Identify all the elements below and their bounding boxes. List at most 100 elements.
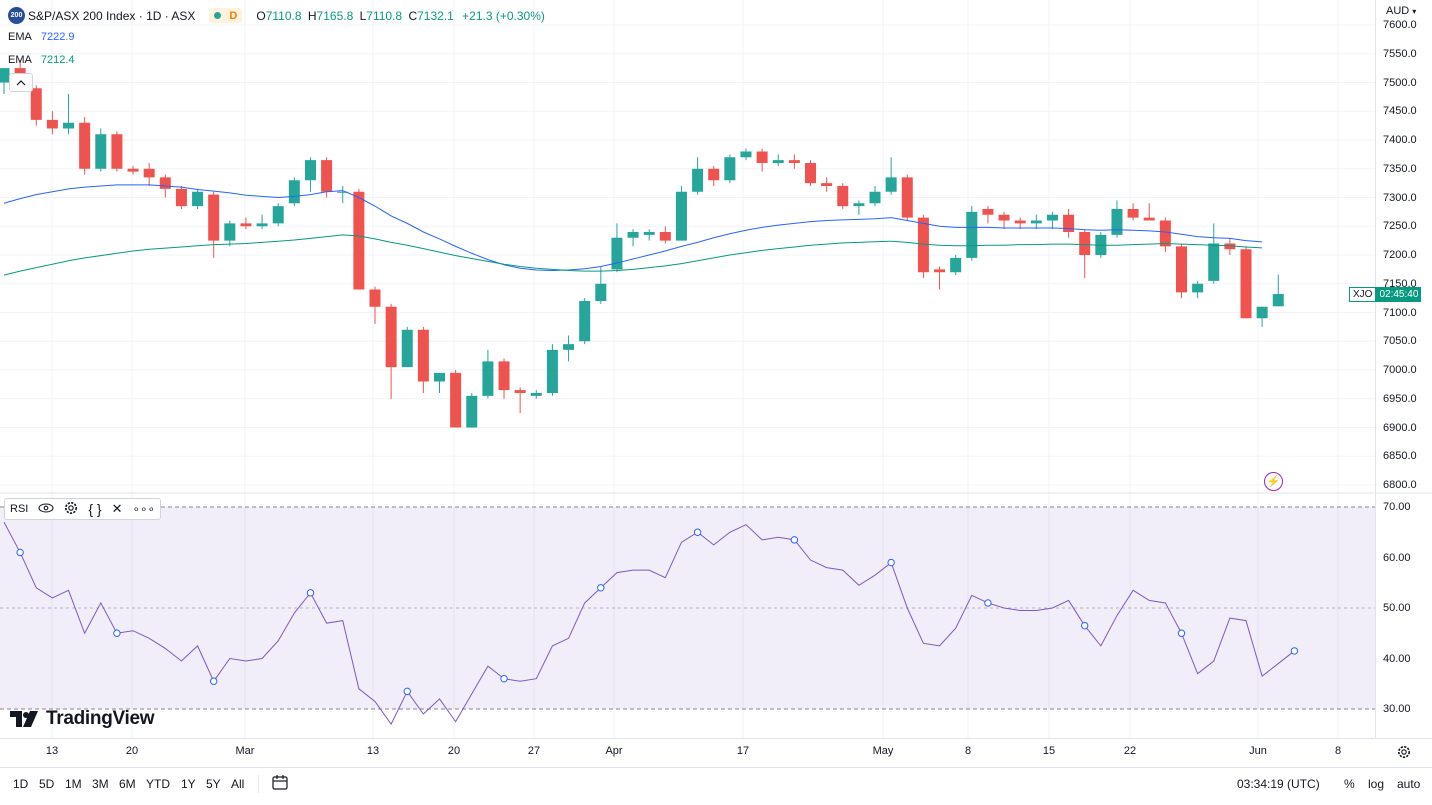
rsi-marker [209,677,218,685]
range-button-3m[interactable]: 3M [92,777,109,791]
candle-body [692,168,704,192]
candle-body [159,177,171,189]
percent-scale-toggle[interactable]: % [1344,777,1355,791]
close-label: C [408,8,418,23]
log-scale-toggle[interactable]: log [1368,777,1385,791]
candle-body [208,194,220,241]
range-button-5y[interactable]: 5Y [206,777,221,791]
rsi-marker [500,675,508,683]
market-status-badge[interactable]: D [209,8,243,23]
ema-slow-legend[interactable]: EMA 7212.4 [8,54,75,66]
candle-body [1063,214,1075,232]
candle-body [1030,220,1042,224]
utc-clock[interactable]: 03:34:19 (UTC) [1237,777,1320,791]
candle-body [304,160,316,181]
time-tick-label: May [872,745,894,757]
chevron-up-icon [16,79,26,85]
candle-body [321,160,333,192]
date-range-button[interactable] [270,774,290,795]
ema-fast-legend[interactable]: EMA 7222.9 [8,31,75,43]
currency-selector[interactable]: AUD ▾ [1386,5,1416,17]
candle-body [595,283,607,301]
auto-scale-toggle[interactable]: auto [1397,777,1421,791]
candle-body [450,372,462,428]
range-button-1y[interactable]: 1Y [181,777,196,791]
candle-body [1127,209,1139,218]
interval-badge-letter: D [229,9,238,22]
price-tick-label: 6900.0 [1383,421,1417,434]
candle-body [837,186,849,207]
candle-body [1224,243,1236,250]
candle-body [788,160,800,163]
symbol-title[interactable]: S&P/ASX 200 Index · 1D · ASX [28,8,196,23]
candle-body [30,88,42,120]
candle-body [353,191,365,290]
change-value: +21.3 (+0.30%) [462,8,545,23]
candle-body [385,306,397,368]
time-tick-label: 27 [527,745,541,757]
candle-body [772,160,784,163]
rsi-marker [1177,629,1186,637]
currency-label: AUD [1386,5,1410,17]
open-label: O [256,8,266,23]
rsi-tick-label: 40.00 [1383,652,1411,665]
range-button-1d[interactable]: 1D [13,777,29,791]
candle-body [1256,306,1268,319]
lightning-icon[interactable]: ⚡ [1264,472,1283,491]
source-code-icon[interactable]: { } [88,501,102,517]
candle-body [0,68,10,83]
ema-slow-name: EMA [8,54,32,66]
range-button-all[interactable]: All [231,777,245,791]
time-tick-label: 22 [1123,745,1137,757]
low-value: 7110.8 [366,8,403,23]
candle-body [934,269,946,273]
more-icon[interactable]: ∘∘∘ [132,502,156,516]
high-label: H [307,8,317,23]
close-icon[interactable]: ✕ [111,501,123,516]
rsi-marker [597,584,605,592]
rsi-label: RSI [10,503,29,515]
price-tick-label: 7000.0 [1383,364,1417,376]
candle-body [369,289,381,307]
candle-body [337,191,349,193]
tradingview-logo[interactable]: TradingView [10,708,155,730]
rsi-marker [887,558,895,567]
candle-body [256,223,268,227]
rsi-tick-label: 70.00 [1383,501,1411,513]
candle-body [1240,249,1252,319]
range-button-1m[interactable]: 1M [65,777,82,791]
price-tick-label: 7550.0 [1383,47,1417,60]
time-tick-label: 8 [1334,745,1342,757]
range-button-6m[interactable]: 6M [119,777,136,791]
candle-body [659,232,671,241]
candle-body [175,188,187,207]
tradingview-logo-icon [10,711,38,727]
toolbar-divider [258,775,259,793]
symbol-badge: 200 [8,7,25,24]
market-open-dot-icon [214,12,222,19]
candle-body [1192,283,1204,293]
rsi-marker [16,548,24,557]
candle-body [95,134,107,169]
range-button-5d[interactable]: 5D [39,777,55,791]
price-tick-label: 6800.0 [1383,479,1417,491]
candle-body [740,151,752,158]
eye-icon[interactable] [33,502,59,516]
price-tick-label: 7350.0 [1383,162,1417,175]
collapse-legend-button[interactable] [9,73,33,92]
high-value: 7165.8 [316,8,354,23]
candle-body [143,168,155,178]
price-tick-label: 7200.0 [1383,249,1417,261]
time-tick-label: Apr [605,745,623,757]
candle-body [1175,246,1187,293]
range-button-ytd[interactable]: YTD [146,777,170,791]
candle-body [675,191,687,241]
time-tick-label: 15 [1042,745,1056,757]
time-tick-label: 8 [964,745,972,757]
axis-settings-button[interactable] [1397,745,1411,759]
candle-body [869,191,881,204]
gear-icon[interactable] [59,501,83,518]
rsi-tick-label: 60.00 [1383,551,1411,564]
low-label: L [359,8,367,23]
